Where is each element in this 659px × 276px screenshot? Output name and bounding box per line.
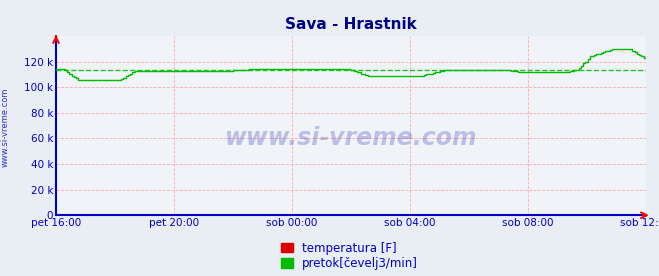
Title: Sava - Hrastnik: Sava - Hrastnik [285,17,416,32]
Text: www.si-vreme.com: www.si-vreme.com [225,126,477,150]
Text: www.si-vreme.com: www.si-vreme.com [1,87,10,167]
Legend: temperatura [F], pretok[čevelj3/min]: temperatura [F], pretok[čevelj3/min] [281,242,418,270]
